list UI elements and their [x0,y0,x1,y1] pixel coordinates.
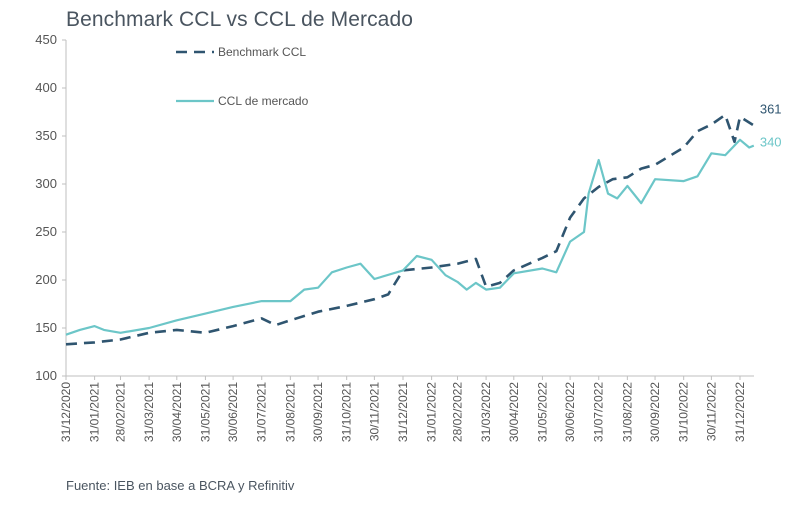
series-end-label: 361 [760,101,782,116]
axes: 100 150 200 250 300 350 400 450 31/12/2020 31/01/… [35,32,754,442]
y-tick-label: 100 [35,368,57,383]
series-line-mercado [65,138,755,336]
x-tick-label: 31/03/2022 [479,382,493,442]
x-tick-label: 28/02/2021 [113,382,127,442]
y-tick-label: 250 [35,224,57,239]
series-end-label: 340 [760,135,782,150]
y-tick-label: 300 [35,176,57,191]
x-tick-label: 31/08/2022 [620,382,634,442]
x-tick-label: 31/07/2022 [592,382,606,442]
x-tick-label: 28/02/2022 [450,382,464,442]
legend: Benchmark CCL CCL de mercado [176,45,309,108]
chart-title: Benchmark CCL vs CCL de Mercado [66,8,414,31]
legend-label: CCL de mercado [218,94,309,108]
x-tick-label: 30/06/2021 [226,382,240,442]
x-tick-label: 31/08/2021 [283,382,297,442]
x-tick-label: 30/04/2022 [507,382,521,442]
x-tick-label: 31/05/2021 [198,382,212,442]
series-line-benchmark [65,113,755,346]
x-tick-label: 31/01/2021 [88,382,102,442]
y-tick-label: 400 [35,80,57,95]
x-tick-label: 31/10/2022 [677,382,691,442]
x-tick-label: 30/09/2022 [648,382,662,442]
x-tick-label: 31/12/2020 [59,382,73,442]
plot-area: 361 340 [65,101,782,346]
y-tick-label: 150 [35,320,57,335]
y-tick-label: 200 [35,272,57,287]
x-tick-label: 31/05/2022 [535,382,549,442]
y-tick-label: 350 [35,128,57,143]
x-tick-label: 31/03/2021 [142,382,156,442]
legend-label: Benchmark CCL [218,45,306,59]
x-tick-label: 30/09/2021 [311,382,325,442]
x-tick-label: 31/12/2022 [733,382,747,442]
x-tick-label: 30/11/2022 [704,382,718,441]
x-tick-label: 31/12/2021 [396,382,410,442]
x-tick-label: 30/04/2021 [170,382,184,442]
x-tick-label: 30/06/2022 [563,382,577,442]
x-tick-label: 31/01/2022 [425,382,439,442]
y-tick-label: 450 [35,32,57,47]
line-chart: 100 150 200 250 300 350 400 450 31/12/2020 31/01/… [35,32,782,442]
x-tick-label: 31/07/2021 [255,382,269,442]
source-note: Fuente: IEB en base a BCRA y Refinitiv [66,478,295,493]
x-tick-label: 31/10/2021 [340,382,354,442]
x-tick-label: 30/11/2021 [367,382,381,441]
